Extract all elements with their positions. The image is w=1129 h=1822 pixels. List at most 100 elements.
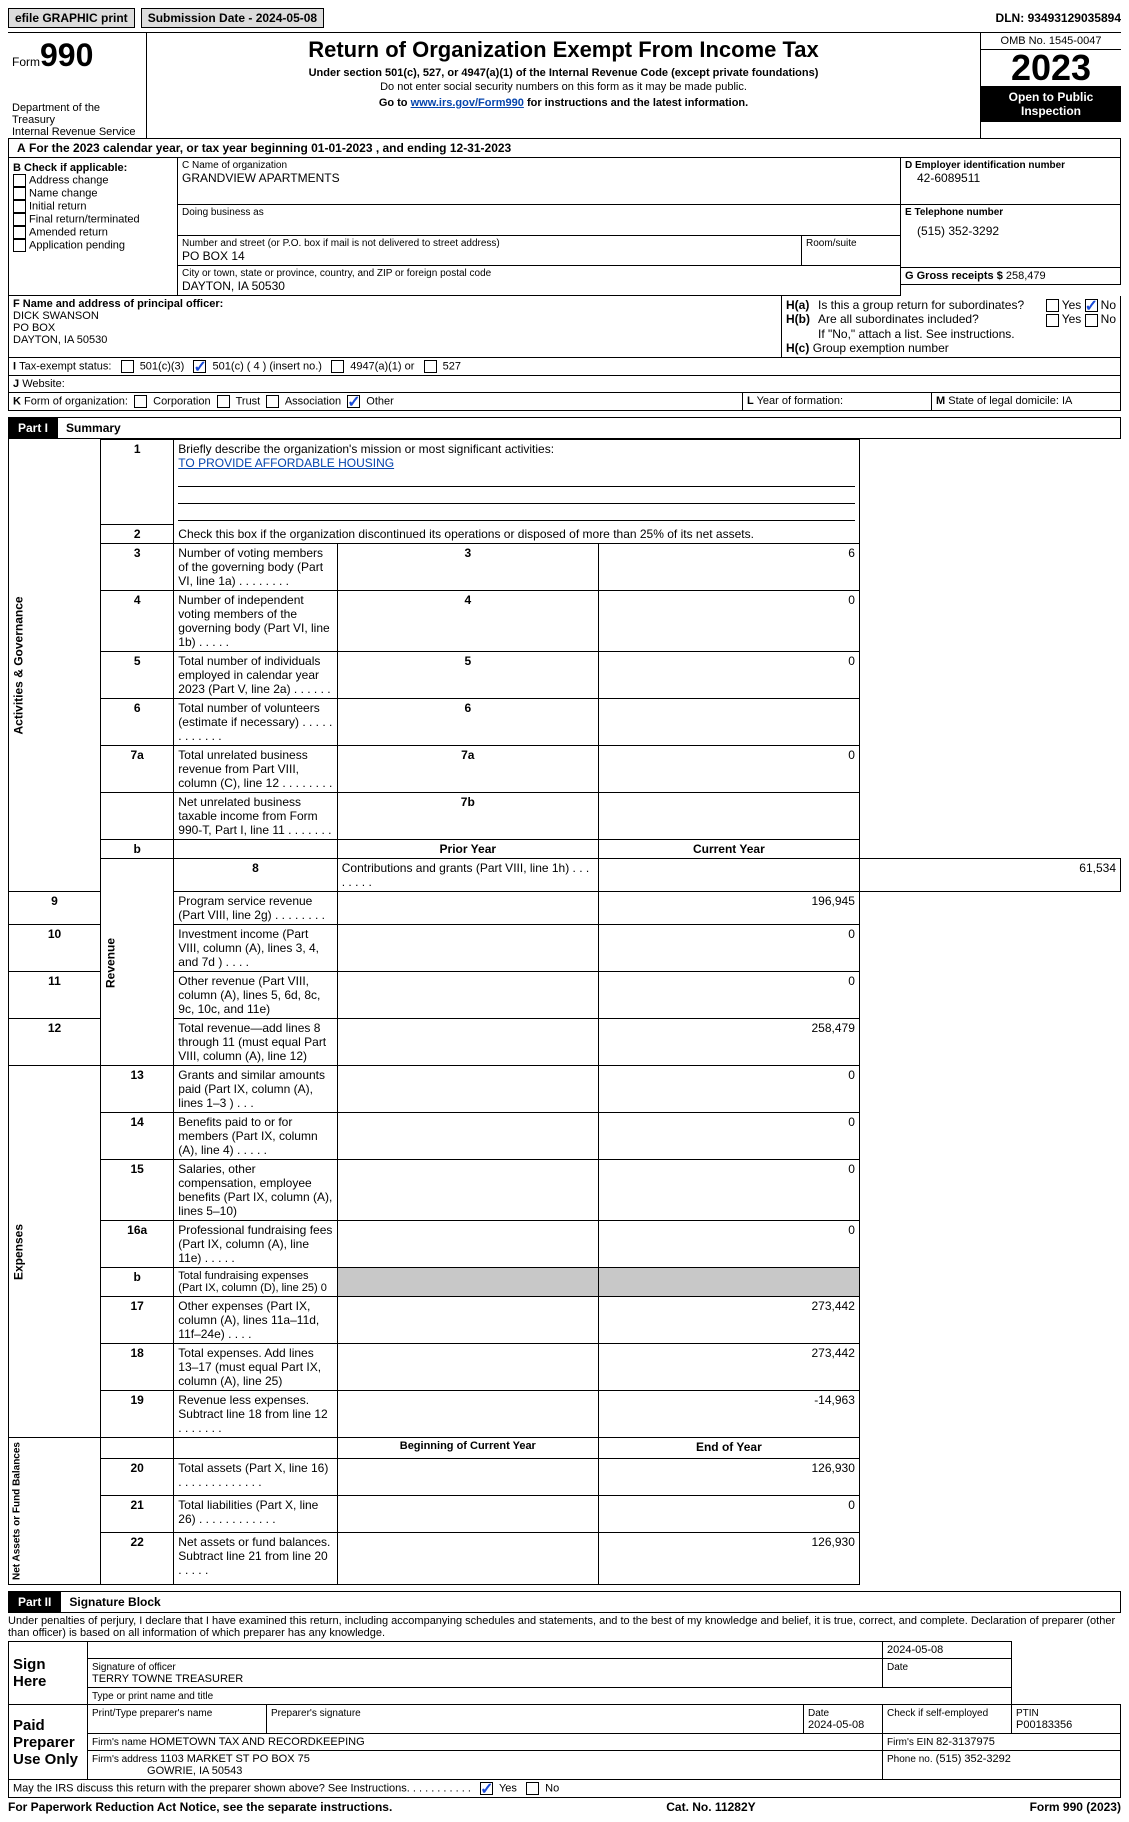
form-link-line: Go to www.irs.gov/Form990 for instructio… bbox=[153, 97, 974, 109]
discuss-no[interactable] bbox=[526, 1782, 539, 1795]
chk-final-return[interactable] bbox=[13, 213, 26, 226]
footer: For Paperwork Reduction Act Notice, see … bbox=[8, 1800, 1121, 1814]
chk-501c[interactable] bbox=[193, 360, 206, 373]
line7a-val: 0 bbox=[598, 746, 859, 793]
prep-date: 2024-05-08 bbox=[808, 1719, 864, 1731]
efile-print-button[interactable]: efile GRAPHIC print bbox=[8, 8, 135, 28]
form-footer: Form 990 (2023) bbox=[1030, 1800, 1121, 1814]
hb-no[interactable] bbox=[1085, 314, 1098, 327]
firm-addr1: 1103 MARKET ST PO BOX 75 bbox=[160, 1753, 310, 1765]
ha-label: Is this a group return for subordinates? bbox=[818, 298, 1046, 312]
chk-amended-return[interactable] bbox=[13, 226, 26, 239]
tax-exempt-label: Tax-exempt status: bbox=[19, 360, 111, 372]
declaration-text: Under penalties of perjury, I declare th… bbox=[8, 1613, 1121, 1641]
hdr-beginning: Beginning of Current Year bbox=[337, 1438, 598, 1459]
line16a-desc: Professional fundraising fees (Part IX, … bbox=[174, 1221, 337, 1268]
line4-desc: Number of independent voting members of … bbox=[174, 591, 337, 652]
firm-phone: (515) 352-3292 bbox=[936, 1753, 1011, 1765]
form-number: Form990 bbox=[12, 37, 142, 74]
hb-label: Are all subordinates included? bbox=[818, 312, 1046, 326]
org-name-label: C Name of organization bbox=[182, 160, 896, 171]
line22-val: 126,930 bbox=[598, 1532, 859, 1584]
side-governance: Activities & Governance bbox=[9, 439, 101, 892]
line10-val: 0 bbox=[598, 925, 859, 972]
side-expenses: Expenses bbox=[9, 1066, 101, 1438]
line8-val: 61,534 bbox=[859, 859, 1120, 892]
summary-table: Activities & Governance 1 Briefly descri… bbox=[8, 439, 1121, 1586]
dept-irs: Internal Revenue Service bbox=[12, 126, 142, 138]
dba-label: Doing business as bbox=[182, 207, 896, 218]
ha-yes[interactable] bbox=[1046, 299, 1059, 312]
line18-val: 273,442 bbox=[598, 1344, 859, 1391]
chk-501c3[interactable] bbox=[121, 360, 134, 373]
firm-name: HOMETOWN TAX AND RECORDKEEPING bbox=[149, 1736, 364, 1748]
line22-desc: Net assets or fund balances. Subtract li… bbox=[174, 1532, 337, 1584]
mission-text: TO PROVIDE AFFORDABLE HOUSING bbox=[178, 456, 394, 470]
hdr-prior: Prior Year bbox=[337, 840, 598, 859]
section-a: A For the 2023 calendar year, or tax yea… bbox=[8, 139, 1121, 158]
part1-header: Part ISummary bbox=[8, 417, 1121, 439]
firm-ein: 82-3137975 bbox=[936, 1736, 995, 1748]
ptin: P00183356 bbox=[1016, 1719, 1072, 1731]
street-label: Number and street (or P.O. box if mail i… bbox=[182, 238, 797, 249]
org-name: GRANDVIEW APARTMENTS bbox=[182, 171, 896, 185]
chk-address-change[interactable] bbox=[13, 174, 26, 187]
discuss-yes[interactable] bbox=[480, 1782, 493, 1795]
line14-val: 0 bbox=[598, 1113, 859, 1160]
open-to-public: Open to Public Inspection bbox=[981, 86, 1121, 122]
chk-527[interactable] bbox=[424, 360, 437, 373]
firm-addr2: GOWRIE, IA 50543 bbox=[147, 1765, 242, 1777]
line21-desc: Total liabilities (Part X, line 26) . . … bbox=[174, 1496, 337, 1533]
phone: (515) 352-3292 bbox=[905, 224, 1116, 238]
officer-addr2: DAYTON, IA 50530 bbox=[13, 334, 777, 346]
form-subtitle: Under section 501(c), 527, or 4947(a)(1)… bbox=[153, 67, 974, 79]
line20-val: 126,930 bbox=[598, 1459, 859, 1496]
line10-desc: Investment income (Part VIII, column (A)… bbox=[174, 925, 337, 972]
phone-label: E Telephone number bbox=[905, 207, 1116, 218]
tax-year: 2023 bbox=[981, 50, 1121, 86]
line16b-desc: Total fundraising expenses (Part IX, col… bbox=[174, 1268, 337, 1297]
chk-initial-return[interactable] bbox=[13, 200, 26, 213]
irs-link[interactable]: www.irs.gov/Form990 bbox=[411, 97, 524, 109]
hb-note: If "No," attach a list. See instructions… bbox=[786, 327, 1116, 341]
form-org-label: Form of organization: bbox=[24, 395, 128, 407]
room-label: Room/suite bbox=[806, 238, 896, 249]
side-revenue: Revenue bbox=[101, 859, 174, 1066]
ein: 42-6089511 bbox=[905, 171, 1116, 185]
chk-assoc[interactable] bbox=[266, 395, 279, 408]
state-domicile-label: State of legal domicile: bbox=[948, 395, 1059, 407]
hdr-end: End of Year bbox=[598, 1438, 859, 1459]
paid-preparer-label: Paid Preparer Use Only bbox=[9, 1705, 88, 1780]
paperwork-notice: For Paperwork Reduction Act Notice, see … bbox=[8, 1800, 392, 1814]
side-net-assets: Net Assets or Fund Balances bbox=[9, 1438, 101, 1585]
line17-val: 273,442 bbox=[598, 1297, 859, 1344]
officer-label: F Name and address of principal officer: bbox=[13, 298, 777, 310]
ha-no[interactable] bbox=[1085, 299, 1098, 312]
line20-desc: Total assets (Part X, line 16) . . . . .… bbox=[174, 1459, 337, 1496]
street: PO BOX 14 bbox=[182, 249, 797, 263]
gross-receipts: 258,479 bbox=[1006, 270, 1046, 282]
line13-val: 0 bbox=[598, 1066, 859, 1113]
chk-name-change[interactable] bbox=[13, 187, 26, 200]
chk-corp[interactable] bbox=[134, 395, 147, 408]
officer-addr1: PO BOX bbox=[13, 322, 777, 334]
sign-here-label: Sign Here bbox=[9, 1642, 88, 1705]
line8-desc: Contributions and grants (Part VIII, lin… bbox=[337, 859, 598, 892]
submission-date: Submission Date - 2024-05-08 bbox=[141, 8, 324, 28]
line7a-desc: Total unrelated business revenue from Pa… bbox=[174, 746, 337, 793]
cat-no: Cat. No. 11282Y bbox=[666, 1800, 755, 1814]
hb-yes[interactable] bbox=[1046, 314, 1059, 327]
signature-block: Sign Here 2024-05-08 Signature of office… bbox=[8, 1641, 1121, 1780]
discuss-label: May the IRS discuss this return with the… bbox=[13, 1783, 471, 1795]
section-b: B Check if applicable: Address change Na… bbox=[8, 158, 178, 296]
line3-val: 6 bbox=[598, 544, 859, 591]
prep-self-employed: Check if self-employed bbox=[887, 1708, 988, 1719]
header: Form990 Department of the Treasury Inter… bbox=[8, 32, 1121, 139]
chk-application-pending[interactable] bbox=[13, 239, 26, 252]
year-formation-label: Year of formation: bbox=[757, 395, 843, 407]
line7b-desc: Net unrelated business taxable income fr… bbox=[174, 793, 337, 840]
chk-4947[interactable] bbox=[331, 360, 344, 373]
chk-other[interactable] bbox=[347, 395, 360, 408]
chk-trust[interactable] bbox=[217, 395, 230, 408]
line15-desc: Salaries, other compensation, employee b… bbox=[174, 1160, 337, 1221]
